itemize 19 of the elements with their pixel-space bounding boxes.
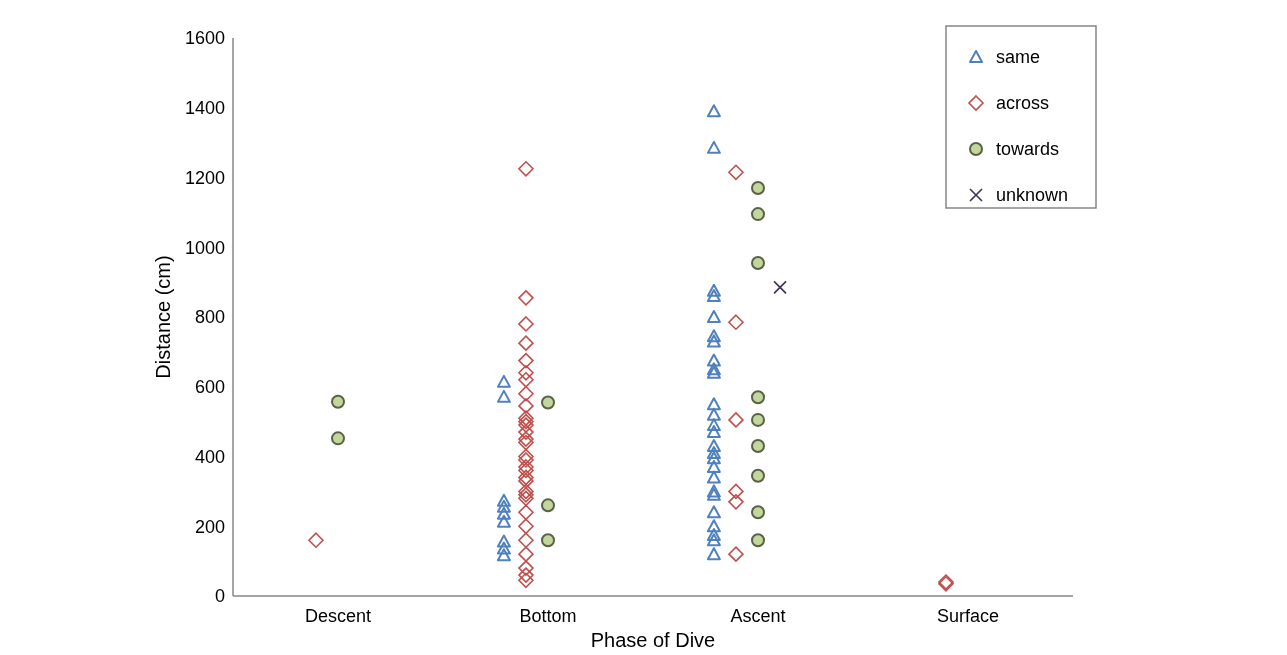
x-tick-label: Ascent <box>730 606 786 626</box>
x-tick-label: Surface <box>936 606 1000 626</box>
y-tick-label: 0 <box>214 586 225 607</box>
legend-label: towards <box>996 139 1060 160</box>
y-tick-label: 800 <box>194 307 225 328</box>
y-tick-label: 1600 <box>184 28 225 49</box>
x-axis-title: Phase of Dive <box>590 629 716 651</box>
y-axis-title: Distance (cm) <box>152 255 174 379</box>
y-tick-label: 1400 <box>184 98 225 119</box>
y-tick-label: 400 <box>194 446 225 467</box>
legend-label: across <box>996 93 1050 114</box>
y-tick-label: 600 <box>194 377 225 398</box>
legend-label: same <box>996 47 1041 68</box>
y-tick-label: 200 <box>194 516 225 537</box>
legend-label: unknown <box>996 185 1069 206</box>
x-tick-label: Descent <box>304 606 372 626</box>
x-tick-label: Bottom <box>519 606 577 626</box>
y-tick-label: 1200 <box>184 167 225 188</box>
y-tick-label: 1000 <box>184 237 225 258</box>
